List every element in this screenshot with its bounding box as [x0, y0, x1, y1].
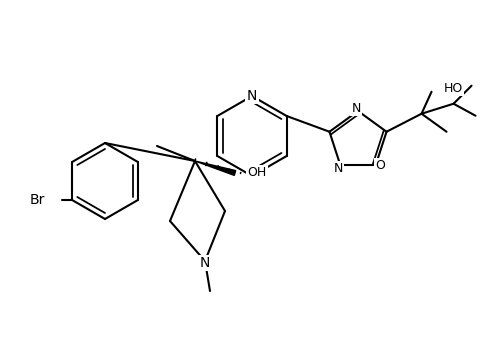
Text: Br: Br: [30, 193, 45, 207]
Text: N: N: [247, 89, 257, 103]
Text: N: N: [200, 256, 210, 270]
Text: N: N: [334, 162, 343, 175]
Text: O: O: [375, 159, 385, 172]
Text: HO: HO: [443, 82, 463, 95]
Polygon shape: [195, 161, 236, 176]
Text: N: N: [351, 101, 361, 115]
Text: OH: OH: [247, 167, 266, 179]
